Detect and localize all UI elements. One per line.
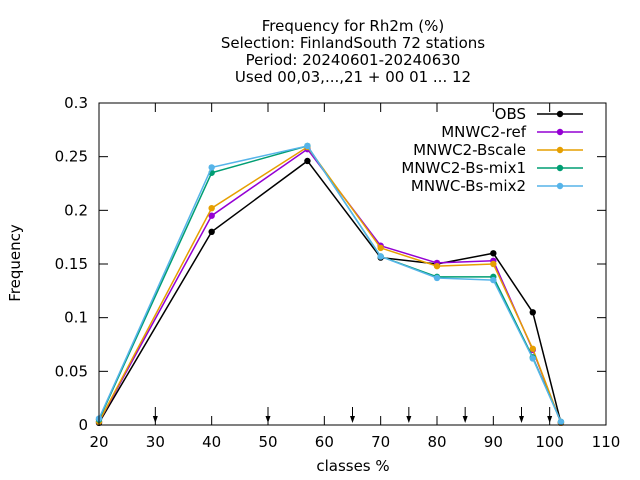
x-tick-label: 100	[535, 433, 564, 451]
x-tick-label: 60	[315, 433, 334, 451]
chart-title: Frequency for Rh2m (%) Selection: Finlan…	[221, 17, 485, 86]
legend-entry: MNWC-Bs-mix2	[411, 177, 583, 195]
series-line	[98, 145, 562, 423]
legend-entry: OBS	[495, 105, 583, 123]
legend-swatch-marker	[556, 146, 564, 154]
data-point	[208, 228, 215, 235]
data-point	[304, 142, 311, 150]
x-tick-label: 50	[258, 433, 277, 451]
data-point	[208, 164, 215, 171]
data-point	[529, 355, 536, 362]
x-tick-label: 40	[202, 433, 221, 451]
plot-frame	[98, 102, 607, 426]
class-boundary-arrows	[152, 407, 553, 423]
data-point	[208, 212, 215, 219]
data-point	[557, 418, 565, 425]
title-line-4: Used 00,03,...,21 + 00 01 ... 12	[235, 68, 471, 86]
legend-entry: MNWC2-ref	[441, 123, 583, 141]
legend-label: MNWC-Bs-mix2	[411, 177, 526, 195]
axis-ticks: 0 0.05 0.1 0.15 0.2 0.25 0.3 20 30 40 50 60 70 80 90 10…	[55, 94, 621, 451]
legend: OBSMNWC2-refMNWC2-BscaleMNWC2-Bs-mix1MNW…	[401, 105, 583, 195]
y-tick-label: 0.1	[64, 309, 88, 327]
x-tick-label: 70	[371, 433, 390, 451]
data-point	[490, 260, 497, 268]
class-boundary-arrow	[519, 407, 524, 423]
class-boundary-arrow	[265, 407, 271, 423]
title-line-1: Frequency for Rh2m (%)	[262, 17, 444, 35]
x-tick-label: 90	[484, 433, 503, 451]
class-boundary-arrow	[406, 407, 412, 423]
data-point	[304, 157, 311, 165]
data-point	[208, 204, 215, 212]
legend-entry: MNWC2-Bscale	[413, 141, 583, 159]
data-point	[529, 345, 536, 352]
y-tick-label: 0	[78, 416, 88, 434]
legend-label: MNWC2-Bscale	[413, 141, 526, 159]
series-line	[98, 159, 562, 424]
data-point	[433, 262, 441, 270]
class-boundary-arrow	[462, 407, 468, 423]
data-point	[433, 274, 441, 282]
legend-label: OBS	[495, 105, 526, 123]
data-point	[377, 253, 384, 260]
data-point	[377, 244, 384, 252]
legend-label: MNWC2-Bs-mix1	[401, 159, 526, 177]
series-mnwc-bs-mix2	[95, 142, 565, 425]
data-point	[490, 250, 497, 257]
legend-entry: MNWC2-Bs-mix1	[401, 159, 583, 177]
x-tick-label: 110	[592, 433, 621, 451]
y-tick-label: 0.05	[55, 362, 88, 380]
y-tick-label: 0.25	[55, 148, 88, 166]
class-boundary-arrow	[350, 407, 355, 423]
class-boundary-arrow	[152, 407, 158, 423]
legend-swatch-marker	[556, 128, 564, 136]
legend-swatch-marker	[556, 164, 564, 172]
data-point	[490, 276, 497, 284]
legend-swatch-marker	[556, 182, 564, 190]
title-line-2: Selection: FinlandSouth 72 stations	[221, 34, 485, 52]
x-tick-label: 30	[146, 433, 165, 451]
title-line-3: Period: 20240601-20240630	[246, 51, 461, 69]
legend-swatch-marker	[556, 110, 564, 118]
data-point	[529, 309, 536, 316]
y-tick-label: 0.15	[55, 255, 88, 273]
class-boundary-arrow	[547, 407, 553, 423]
series-line	[98, 145, 562, 424]
y-axis-label: Frequency	[6, 224, 24, 302]
x-tick-label: 20	[89, 433, 108, 451]
data-series	[95, 142, 565, 427]
y-tick-label: 0.3	[64, 94, 88, 112]
x-axis-label: classes %	[316, 457, 389, 475]
series-obs	[95, 157, 565, 427]
x-tick-label: 80	[427, 433, 446, 451]
y-tick-label: 0.2	[64, 201, 88, 219]
legend-label: MNWC2-ref	[441, 123, 526, 141]
